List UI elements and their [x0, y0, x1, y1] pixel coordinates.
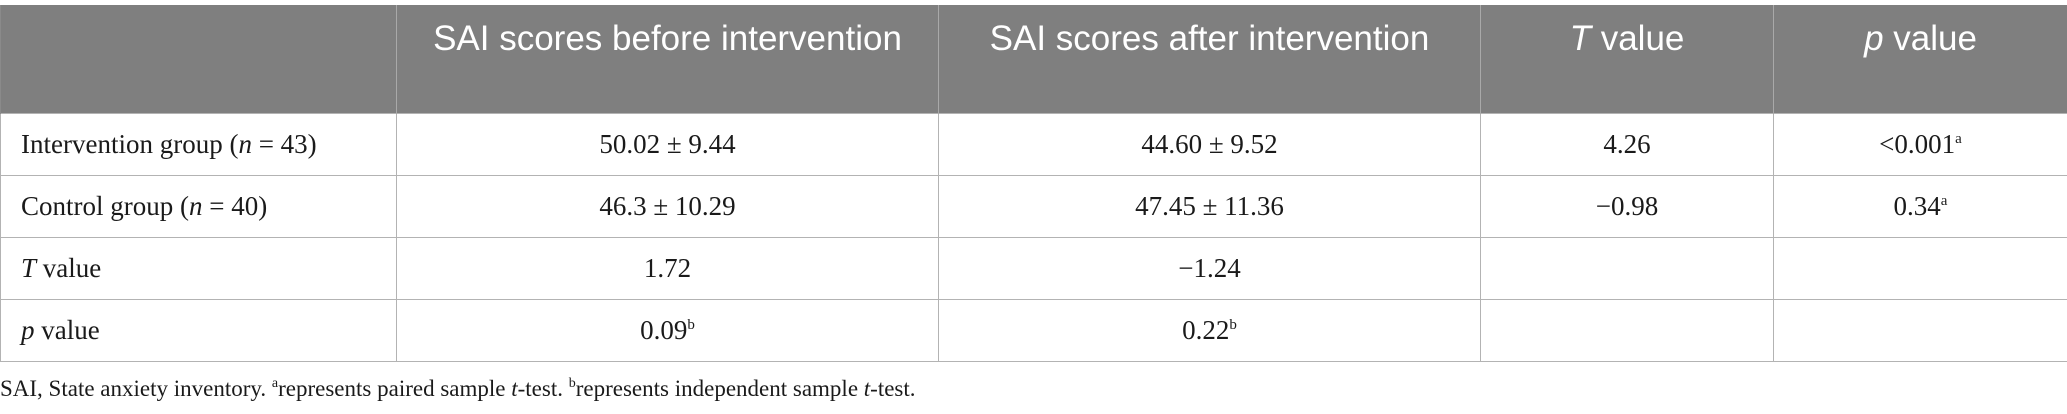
footnote-t1: t: [511, 376, 518, 401]
header-cell-t-value: T value: [1480, 5, 1774, 113]
header-cell-after: SAI scores after intervention: [938, 5, 1481, 113]
row-label-italic: n: [189, 190, 203, 221]
cell-p-value: 0.34a: [1773, 174, 2067, 238]
cell-sup: b: [1229, 316, 1237, 333]
cell-value: −0.98: [1595, 190, 1659, 221]
header-p-suffix: value: [1883, 19, 1977, 58]
cell-value: <0.001: [1879, 128, 1956, 159]
header-row: SAI scores before intervention SAI score…: [0, 5, 2067, 113]
footnote-part2: represents paired sample: [278, 376, 512, 401]
cell-after: 0.22b: [938, 298, 1481, 362]
header-cell-p-value: p value: [1773, 5, 2067, 113]
footnote-sup-a: a: [271, 376, 279, 391]
table-row-t-value: T value 1.72 −1.24: [0, 236, 2067, 300]
footnote-part4: represents independent sample: [575, 376, 864, 401]
row-label: Control group (n = 40): [0, 174, 397, 238]
cell-value: −1.24: [1178, 252, 1241, 283]
footnote-part5: -test.: [870, 376, 916, 401]
cell-p-value: [1773, 236, 2067, 300]
row-label: p value: [0, 298, 397, 362]
cell-after: −1.24: [938, 236, 1481, 300]
header-t-suffix: value: [1590, 19, 1685, 58]
row-label: T value: [0, 236, 397, 300]
footnote-sup-b: b: [568, 376, 576, 391]
cell-sup: b: [687, 316, 695, 333]
cell-value: 50.02 ± 9.44: [599, 128, 736, 159]
cell-value: 44.60 ± 9.52: [1141, 128, 1278, 159]
row-label-pre: Intervention group (: [21, 128, 239, 159]
cell-value: 4.26: [1603, 128, 1651, 159]
cell-before: 1.72: [396, 236, 939, 300]
table-footnote: SAI, State anxiety inventory. arepresent…: [0, 376, 916, 402]
cell-p-value: [1773, 298, 2067, 362]
cell-before: 46.3 ± 10.29: [396, 174, 939, 238]
header-t-symbol: T: [1569, 19, 1591, 58]
header-cell-before: SAI scores before intervention: [396, 5, 939, 113]
footnote-t2: t: [863, 376, 871, 401]
row-label: Intervention group (n = 43): [0, 112, 397, 176]
cell-t-value: [1480, 298, 1774, 362]
cell-t-value: −0.98: [1480, 174, 1774, 238]
cell-value: 47.45 ± 11.36: [1135, 190, 1284, 221]
cell-value: 0.22: [1182, 314, 1230, 345]
row-label-pre: Control group (: [21, 190, 189, 221]
row-label-italic: T: [21, 252, 37, 283]
table-body: Intervention group (n = 43) 50.02 ± 9.44…: [0, 112, 2067, 362]
table-row-intervention: Intervention group (n = 43) 50.02 ± 9.44…: [0, 112, 2067, 176]
row-label-post: = 40): [202, 190, 268, 221]
cell-value: 1.72: [643, 252, 692, 283]
table-header: SAI scores before intervention SAI score…: [0, 5, 2067, 113]
cell-value: 0.34: [1893, 190, 1941, 221]
row-label-post: value: [36, 252, 102, 283]
table-row-p-value: p value 0.09b 0.22b: [0, 298, 2067, 362]
cell-t-value: 4.26: [1480, 112, 1774, 176]
cell-before: 50.02 ± 9.44: [396, 112, 939, 176]
row-label-italic: n: [238, 128, 252, 159]
cell-after: 44.60 ± 9.52: [938, 112, 1481, 176]
cell-t-value: [1480, 236, 1774, 300]
results-table: SAI scores before intervention SAI score…: [0, 5, 2067, 362]
cell-value: 0.09: [640, 314, 688, 345]
row-label-post: = 43): [251, 128, 317, 159]
row-label-italic: p: [21, 314, 35, 345]
cell-sup: a: [1940, 192, 1948, 209]
cell-after: 47.45 ± 11.36: [938, 174, 1481, 238]
header-cell-empty: [0, 5, 397, 113]
footnote-part1: SAI, State anxiety inventory.: [0, 376, 272, 401]
footnote-part3: -test.: [517, 376, 569, 401]
cell-before: 0.09b: [396, 298, 939, 362]
cell-value: 46.3 ± 10.29: [599, 190, 736, 221]
cell-p-value: <0.001a: [1773, 112, 2067, 176]
header-p-symbol: p: [1864, 19, 1884, 58]
cell-sup: a: [1955, 130, 1962, 147]
row-label-post: value: [34, 314, 100, 345]
table-row-control: Control group (n = 40) 46.3 ± 10.29 47.4…: [0, 174, 2067, 238]
